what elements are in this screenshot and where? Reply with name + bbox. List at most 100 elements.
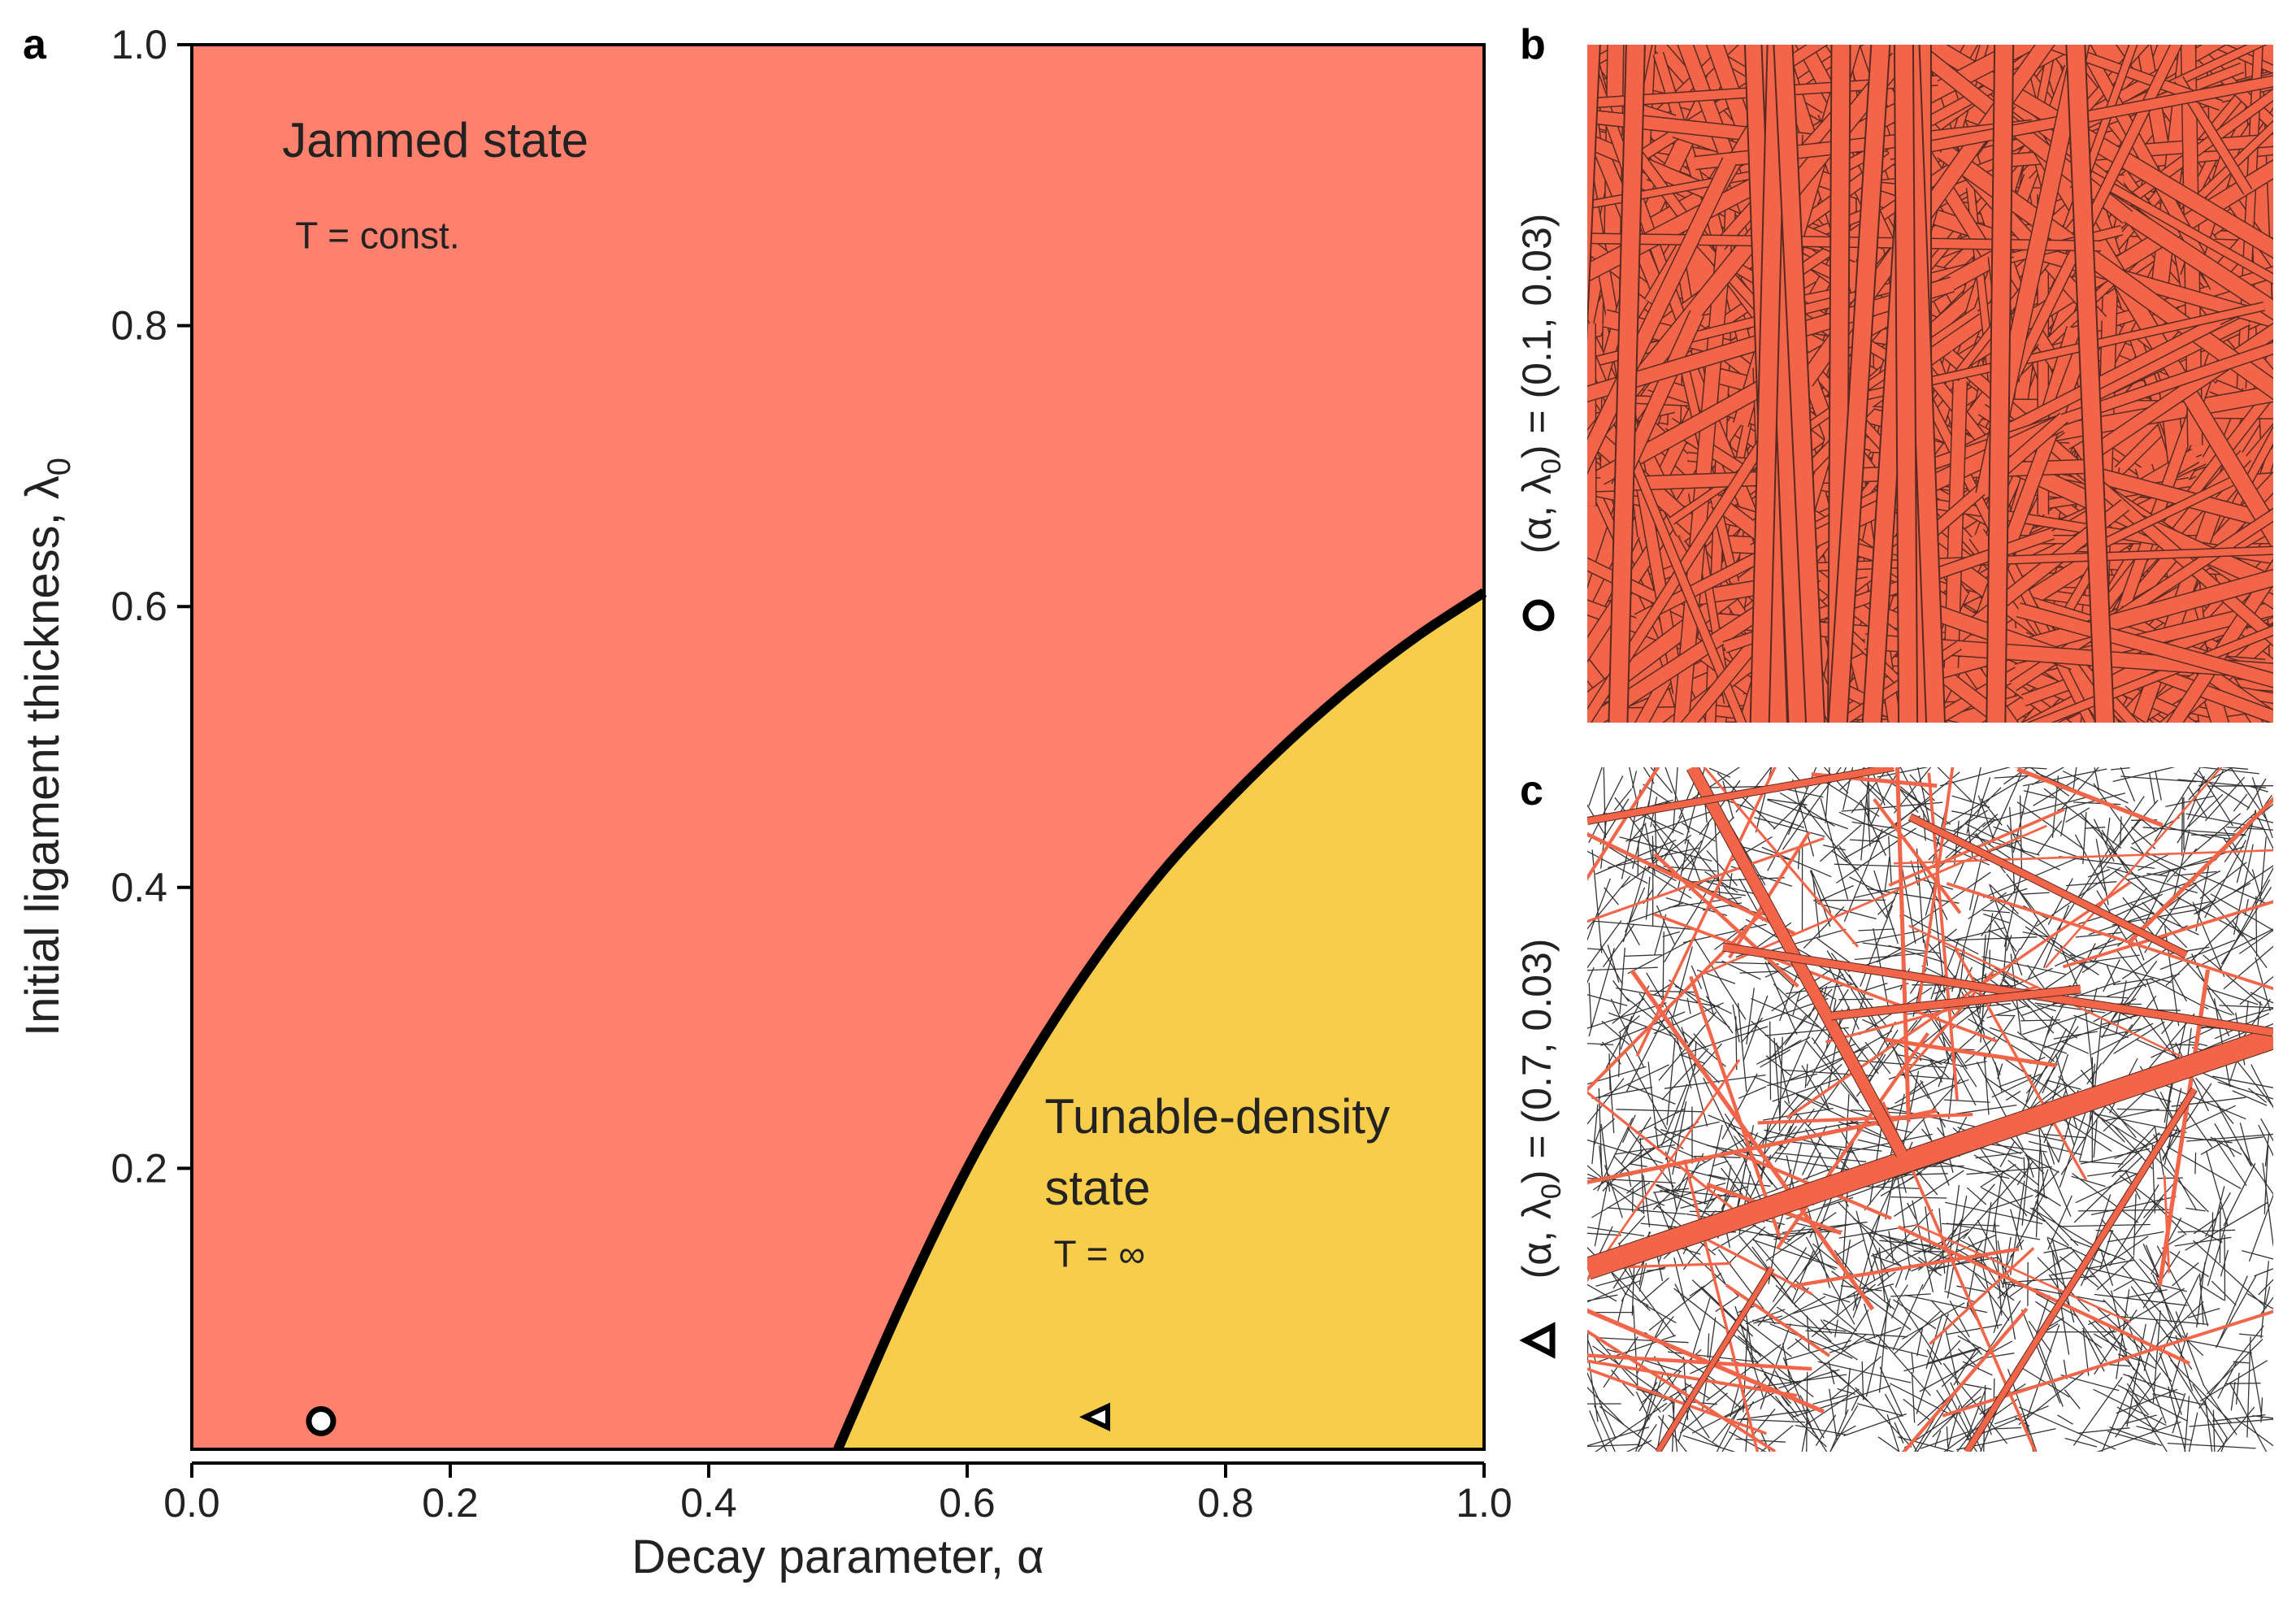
panel-c-label: (α, λ0) = (0.7, 0.03): [1514, 939, 1567, 1279]
phase-diagram: 0.0 0.2 0.4 0.6 0.8 1.0 0.2 0.4 0.6 0.8 1.0 Jamme…: [16, 22, 1513, 1583]
thin-ligament: [2210, 1136, 2242, 1155]
thin-ligament: [1997, 1063, 2003, 1079]
thin-ligament: [2152, 1393, 2207, 1406]
thin-ligament: [1795, 1338, 1868, 1402]
thin-ligament: [2116, 1406, 2158, 1431]
thin-ligament: [1829, 1409, 1849, 1452]
thin-ligament: [1587, 966, 1595, 984]
thin-ligament: [2108, 879, 2196, 911]
thin-ligament: [1607, 944, 1620, 983]
thin-ligament: [2145, 869, 2171, 924]
thin-ligament: [2194, 1152, 2197, 1175]
thin-ligament: [2165, 911, 2242, 987]
thin-ligament: [2199, 1360, 2268, 1402]
thin-ligament: [2250, 1064, 2273, 1109]
thin-ligament: [1878, 1247, 1886, 1301]
thin-ligament: [1762, 1109, 1798, 1157]
thin-ligament: [1625, 1440, 1652, 1452]
thin-ligament: [2164, 1100, 2171, 1132]
thin-ligament: [2212, 1409, 2216, 1452]
thin-ligament: [1603, 767, 1607, 839]
thin-ligament: [1619, 836, 1712, 862]
thin-ligament: [1653, 1002, 1724, 1035]
thin-ligament: [2260, 1118, 2273, 1142]
thin-ligament: [2071, 1175, 2106, 1188]
thin-ligament: [2129, 1327, 2167, 1424]
thin-ligament: [2109, 1364, 2130, 1367]
medium-ligament: [1688, 1228, 1812, 1296]
thin-ligament: [1980, 798, 2003, 826]
panel-b-label: (α, λ0) = (0.1, 0.03): [1514, 214, 1567, 554]
thin-ligament: [2101, 829, 2130, 875]
thin-ligament: [1895, 1075, 1942, 1104]
thin-ligament: [2113, 1021, 2165, 1054]
ligament: [2086, 324, 2273, 460]
thin-ligament: [1594, 1174, 1610, 1247]
thin-ligament: [1643, 1175, 1651, 1227]
thin-ligament: [2252, 1414, 2273, 1419]
thin-ligament: [1951, 892, 1980, 992]
thin-ligament: [2074, 834, 2107, 895]
panel-c-network: [1587, 767, 2273, 1452]
thin-ligament: [1873, 1255, 1902, 1266]
panel-c-label-group: (α, λ0) = (0.7, 0.03): [1514, 939, 1567, 1279]
thin-ligament: [1779, 1125, 1792, 1151]
thin-ligament: [1947, 1405, 1960, 1452]
panel-c-triangle-icon: [1519, 1322, 1556, 1359]
thin-ligament: [2060, 1040, 2090, 1054]
thin-ligament: [1639, 1277, 1669, 1304]
thin-ligament: [1616, 1109, 1703, 1113]
thin-ligament: [1944, 1290, 1977, 1304]
thin-ligament: [2127, 858, 2217, 881]
thin-ligament: [1781, 1015, 1818, 1098]
thin-ligament: [2082, 811, 2087, 864]
thin-ligament: [1957, 1348, 1980, 1370]
thin-ligament: [1819, 1085, 1830, 1111]
thin-ligament: [1892, 771, 1960, 828]
thin-ligament: [1745, 1165, 1839, 1202]
thin-ligament: [2244, 898, 2249, 916]
thin-ligament: [2131, 817, 2180, 845]
y-axis-label: Initial ligament thickness, λ0: [16, 458, 77, 1036]
thin-ligament: [1773, 780, 1824, 830]
thin-ligament: [1769, 1323, 1853, 1359]
panel-b: (α, λ0) = (0.1, 0.03): [1514, 45, 2273, 723]
thin-ligament: [1621, 1114, 1636, 1144]
thin-ligament: [1617, 1296, 1625, 1326]
thin-ligament: [2248, 1193, 2273, 1262]
thin-ligament: [2157, 824, 2212, 839]
thin-ligament: [1729, 873, 1733, 890]
thin-ligament: [1827, 1009, 1843, 1092]
thin-ligament: [2204, 840, 2246, 918]
thin-ligament: [2094, 767, 2100, 790]
thin-ligament: [2246, 778, 2267, 811]
thin-ligament: [2212, 1413, 2266, 1422]
thin-ligament: [1994, 1220, 2003, 1316]
thin-ligament: [1999, 1074, 2032, 1088]
thin-ligament: [2239, 1123, 2252, 1167]
thin-ligament: [1629, 1163, 1647, 1167]
thin-ligament: [1925, 1206, 1932, 1252]
thin-ligament: [1671, 1396, 1678, 1452]
x-axis-label: Decay parameter, α: [632, 1531, 1044, 1583]
thin-ligament: [2005, 1195, 2044, 1268]
thin-ligament: [1877, 1271, 1896, 1287]
thin-ligament: [1595, 1402, 1668, 1452]
medium-ligament: [1683, 1159, 1760, 1452]
thin-ligament: [1941, 1349, 1981, 1387]
thin-ligament: [2199, 862, 2247, 900]
thin-ligament: [1921, 1216, 1964, 1290]
thin-ligament: [2177, 1229, 2236, 1233]
thin-ligament: [2107, 960, 2158, 1025]
thin-ligament: [1990, 884, 2019, 914]
tunable-state-label-line2: state: [1044, 1161, 1150, 1215]
thin-ligament: [2033, 777, 2080, 806]
thin-ligament: [2116, 1289, 2130, 1379]
thin-ligament: [1587, 1283, 1617, 1302]
y-tick-label: 0.6: [111, 584, 167, 629]
thin-ligament: [1938, 1016, 1950, 1065]
thin-ligament: [1653, 1356, 1710, 1439]
medium-ligament: [1587, 1353, 1812, 1371]
thin-ligament: [1956, 1409, 1990, 1452]
medium-ligament: [1587, 1090, 1734, 1209]
